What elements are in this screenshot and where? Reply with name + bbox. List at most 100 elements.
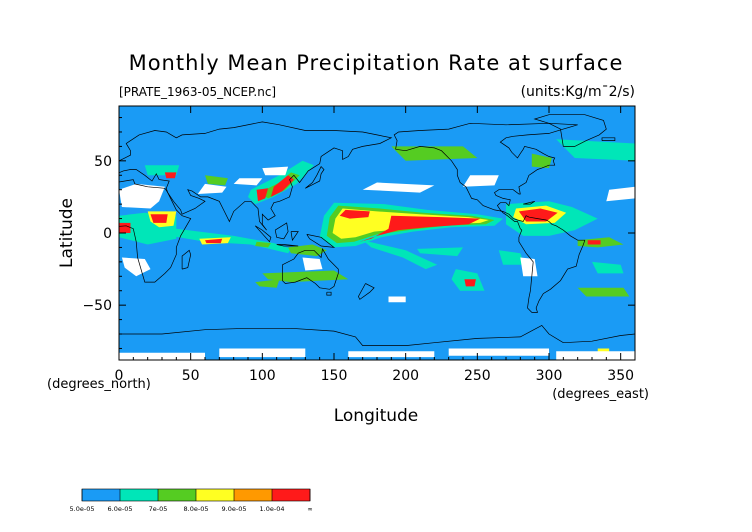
color-legend: 5.0e-05 6.0e-05 7e-05 8.0e-05 9.0e-05 1.0e-04… — [70, 488, 313, 513]
precip-region-30 — [518, 208, 558, 222]
precip-region-4 — [359, 215, 481, 242]
x-axis-label: Longitude — [334, 406, 419, 426]
precip-region-5 — [362, 240, 438, 270]
precip-region-3 — [339, 209, 370, 219]
plot-area: 0 50 100 150 200 250 300 350 50 0 −50 — [82, 105, 636, 384]
x-tick-label-7: 350 — [607, 368, 634, 384]
coastline-1 — [181, 249, 192, 270]
dry-patch-4 — [262, 166, 289, 176]
legend-swatch-9 — [167, 489, 178, 501]
dry-patch-2 — [197, 183, 227, 194]
coastline-5 — [274, 222, 289, 240]
coastline-6 — [290, 231, 299, 242]
precip-region-24 — [255, 279, 280, 288]
coastlines — [119, 114, 635, 346]
coastline-16 — [119, 324, 635, 346]
dry-patch-9 — [302, 257, 323, 271]
coastline-15 — [523, 200, 535, 205]
legend-swatch-13 — [205, 489, 216, 501]
precip-region-35 — [592, 261, 624, 274]
legend-swatch-2 — [101, 489, 111, 501]
dry-patches — [119, 166, 635, 360]
legend-frame — [81, 488, 311, 502]
coastline-11 — [358, 283, 375, 300]
legend-label-4: 9.0e-05 — [222, 505, 247, 513]
coastline-12 — [393, 122, 586, 313]
coastline-3 — [254, 225, 272, 243]
legend-swatch-17 — [243, 489, 254, 501]
legend-label-2: 7e-05 — [149, 505, 168, 513]
legend-swatch-11 — [186, 489, 197, 501]
x-unit-note: (degrees_east) — [552, 387, 649, 402]
units-label: (units:Kg/m¯2/s) — [521, 84, 635, 100]
coastline-13 — [533, 114, 607, 147]
x-tick-label-1: 50 — [182, 368, 200, 384]
precip-region-21 — [205, 175, 228, 186]
legend-label-3: 8.0e-05 — [184, 505, 209, 513]
y-tick-label-1: 0 — [103, 226, 112, 242]
precipitation-regions — [119, 139, 635, 355]
legend-swatch-10 — [177, 489, 187, 501]
dry-patch-5 — [362, 182, 435, 193]
legend-label-5: 1.0e-04 — [260, 505, 285, 513]
legend-swatch-8 — [158, 489, 168, 501]
dry-patch-12 — [219, 348, 306, 358]
legend-swatch-14 — [215, 489, 225, 501]
legend-swatch-23 — [300, 489, 311, 501]
precip-region-33 — [587, 240, 601, 245]
legend-swatch-1 — [91, 489, 102, 501]
dry-patch-13 — [348, 351, 435, 358]
precip-region-34 — [577, 287, 630, 297]
legend-swatch-7 — [148, 489, 159, 501]
dry-patch-10 — [388, 296, 406, 303]
legend-swatch-18 — [253, 489, 263, 501]
coastline-14 — [601, 137, 616, 141]
coastline-2 — [119, 121, 393, 231]
coastline-9 — [282, 247, 339, 290]
coastline-4 — [276, 244, 299, 247]
legend-swatch-20 — [272, 489, 282, 501]
dry-patch-15 — [556, 351, 635, 360]
y-axis-label: Latitude — [57, 198, 77, 268]
precip-region-37 — [556, 139, 635, 161]
precip-region-10 — [255, 241, 271, 248]
legend-label-1: 6.0e-05 — [108, 505, 133, 513]
legend-swatch-19 — [262, 489, 273, 501]
x-tick-label-4: 200 — [392, 368, 419, 384]
legend-swatch-4 — [120, 489, 130, 501]
x-tick-label-5: 250 — [464, 368, 491, 384]
precip-region-9 — [205, 238, 223, 244]
dry-patch-6 — [463, 175, 499, 187]
x-tick-label-0: 0 — [115, 368, 124, 384]
precip-region-17 — [270, 175, 294, 197]
dry-patch-0 — [121, 257, 151, 277]
dry-patch-11 — [119, 352, 205, 360]
coastline-7 — [306, 234, 336, 248]
x-axis-ticks: 0 50 100 150 200 250 300 350 — [115, 106, 634, 384]
dry-patch-1 — [119, 183, 165, 209]
legend-label-6: ∞ — [307, 505, 312, 513]
dry-patch-14 — [448, 348, 549, 356]
precip-region-38 — [391, 146, 478, 161]
y-tick-label-2: −50 — [82, 298, 112, 314]
precip-region-14 — [119, 222, 131, 233]
legend-swatch-16 — [234, 489, 244, 501]
x-tick-label-3: 150 — [321, 368, 348, 384]
precip-region-26 — [464, 279, 476, 287]
legend-swatch-15 — [224, 489, 235, 501]
legend-swatch-5 — [129, 489, 140, 501]
coastline-0 — [119, 179, 192, 283]
precip-region-20 — [164, 172, 177, 179]
legend-swatch-22 — [291, 489, 301, 501]
coastline-8 — [305, 166, 325, 189]
x-tick-label-2: 100 — [249, 368, 276, 384]
chart-title: Monthly Mean Precipitation Rate at surfa… — [129, 51, 624, 75]
precip-region-7 — [170, 228, 291, 254]
x-tick-label-6: 300 — [536, 368, 563, 384]
precip-region-13 — [150, 214, 168, 223]
y-axis-ticks: 50 0 −50 — [82, 117, 635, 349]
coastline-10 — [326, 291, 332, 296]
legend-swatch-3 — [110, 489, 121, 501]
legend-swatch-21 — [281, 489, 292, 501]
